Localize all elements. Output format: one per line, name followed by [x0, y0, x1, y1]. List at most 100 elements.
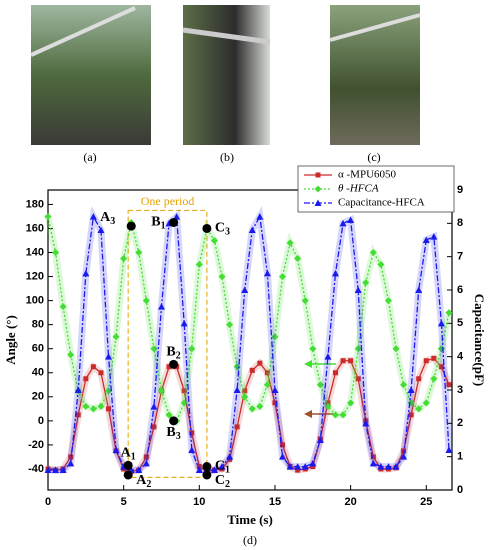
marker	[157, 387, 165, 395]
plot-frame	[47, 189, 453, 491]
y2-tick-label: 2	[457, 417, 463, 429]
marker	[408, 412, 414, 418]
marker	[331, 411, 339, 419]
marker	[309, 459, 317, 467]
key-point-label: A3	[100, 210, 115, 227]
caption: (b)	[220, 150, 234, 164]
legend-label: θ -HFCA	[338, 183, 379, 195]
marker	[67, 459, 75, 467]
marker	[157, 303, 165, 310]
marker	[362, 419, 370, 427]
marker	[271, 386, 279, 393]
key-point-letter: A	[121, 446, 132, 461]
key-point	[202, 223, 212, 233]
key-point-sub: 1	[131, 452, 136, 463]
marker	[67, 351, 75, 359]
period-label: One period	[141, 194, 195, 208]
key-point-label: C3	[215, 221, 230, 238]
y2-axis-label: Capacitance(pF)	[472, 294, 487, 386]
marker	[180, 319, 188, 327]
marker	[120, 255, 128, 263]
marker	[286, 463, 294, 470]
x-tick-label: 25	[420, 496, 432, 508]
marker	[348, 358, 354, 364]
marker	[210, 237, 218, 245]
marker	[309, 345, 317, 353]
marker	[195, 466, 203, 473]
marker	[59, 466, 67, 473]
marker	[226, 453, 234, 460]
marker	[82, 402, 90, 410]
marker	[166, 364, 172, 370]
marker	[241, 286, 249, 293]
marker	[226, 321, 234, 329]
y-tick-label: 160	[26, 222, 44, 234]
y-tick-label: -40	[28, 463, 44, 475]
legend-label: α -MPU6050	[338, 169, 397, 181]
y-tick-label: 180	[26, 198, 44, 210]
y2-tick-label: 1	[457, 451, 463, 463]
marker	[340, 358, 346, 364]
key-point-sub: 1	[161, 221, 166, 232]
x-axis-label: Time (s)	[227, 512, 273, 527]
marker	[112, 446, 120, 453]
marker	[315, 172, 321, 178]
marker	[384, 463, 392, 470]
arrow-head	[304, 410, 312, 418]
marker	[415, 286, 423, 293]
marker	[430, 375, 438, 383]
marker	[377, 261, 385, 269]
arrow-head	[304, 360, 312, 368]
marker	[301, 463, 309, 470]
key-point-label: A1	[121, 446, 136, 463]
marker	[325, 400, 331, 406]
y2-tick-label: 0	[457, 484, 463, 496]
marker	[135, 466, 143, 473]
marker	[248, 405, 256, 413]
marker	[263, 381, 271, 389]
key-point	[202, 462, 212, 472]
marker	[400, 453, 408, 460]
photo-bar	[182, 27, 271, 45]
y2-tick-label: 6	[457, 284, 463, 296]
marker	[257, 360, 263, 366]
marker	[151, 424, 157, 430]
marker	[188, 446, 196, 453]
key-point	[123, 470, 133, 480]
marker	[431, 355, 437, 361]
x-tick-label: 0	[45, 496, 51, 508]
marker	[362, 279, 370, 287]
marker	[294, 463, 302, 470]
y2-tick-label: 5	[457, 317, 463, 329]
marker	[106, 406, 112, 412]
marker	[354, 345, 362, 353]
marker	[189, 430, 195, 436]
key-point	[126, 221, 136, 231]
marker	[384, 297, 392, 305]
marker	[181, 388, 187, 394]
key-point	[169, 416, 179, 426]
y2-tick-label: 7	[457, 251, 463, 263]
key-point-sub: 2	[225, 479, 230, 490]
marker	[44, 466, 52, 473]
caption: (a)	[83, 150, 96, 164]
y-tick-label: 120	[26, 270, 44, 282]
marker	[264, 370, 270, 376]
marker	[438, 364, 444, 370]
marker	[98, 370, 104, 376]
marker	[331, 269, 339, 277]
y2-tick-label: 8	[457, 217, 463, 229]
marker	[279, 453, 287, 460]
marker	[392, 345, 400, 353]
y-tick-label: 140	[26, 246, 44, 258]
marker	[180, 399, 188, 407]
marker	[286, 239, 294, 247]
marker	[97, 226, 105, 233]
marker	[437, 319, 445, 327]
photo-bar	[329, 13, 421, 42]
marker	[105, 353, 113, 360]
marker	[218, 273, 226, 281]
key-point-letter: A	[100, 210, 111, 225]
marker	[234, 424, 240, 430]
